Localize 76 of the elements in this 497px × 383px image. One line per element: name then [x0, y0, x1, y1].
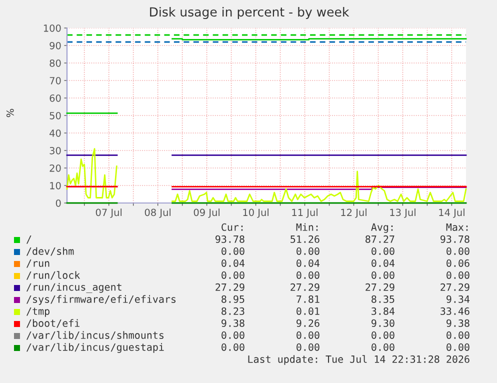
- y-tick-label: 60: [50, 94, 61, 102]
- text: Avg:: [371, 223, 393, 233]
- text: 0.00: [296, 331, 320, 339]
- y-tick-label: 10: [50, 182, 61, 190]
- text: 27.29: [440, 283, 470, 291]
- legend-label: /boot/efi: [26, 319, 80, 328]
- text: Last update: Tue Jul 14 22:31:28 2026: [248, 355, 470, 365]
- y-axis-title: %: [6, 108, 14, 118]
- text: 9.30: [372, 319, 394, 327]
- text: 0.00: [446, 331, 470, 339]
- y-tick-label: 40: [50, 129, 61, 137]
- text: 0.00: [372, 247, 394, 255]
- legend-label: /sys/firmware/efi/efivars: [26, 295, 176, 305]
- text: 0.04: [296, 259, 320, 267]
- text: 0.01: [296, 307, 320, 315]
- text: Min:: [296, 223, 318, 231]
- text: 3.84: [372, 307, 395, 315]
- y-tick-label: 80: [50, 59, 61, 67]
- text: 0.06: [446, 259, 470, 267]
- y-tick-label: 50: [50, 112, 61, 120]
- text: 9.38: [446, 319, 470, 327]
- text: 27.29: [366, 283, 394, 291]
- legend-label: /var/lib/incus/guestapi: [26, 343, 164, 353]
- text: 0.00: [446, 343, 470, 351]
- text: 0.00: [372, 331, 394, 339]
- y-tick-label: 70: [50, 76, 61, 84]
- text: 27.29: [216, 283, 244, 291]
- text: 93.78: [216, 235, 244, 243]
- text: 9.38: [222, 319, 244, 327]
- text: 0.00: [222, 331, 244, 339]
- text: 0.00: [446, 271, 470, 279]
- text: 51.26: [290, 235, 320, 243]
- text: 93.78: [440, 235, 470, 243]
- text: 0.00: [372, 271, 394, 279]
- text: 87.27: [366, 235, 394, 243]
- text: 0.00: [222, 271, 244, 279]
- text: 0.00: [446, 247, 470, 255]
- text: Cur:: [222, 223, 243, 231]
- text: 0.04: [372, 259, 395, 267]
- text: 0.00: [296, 247, 320, 255]
- y-tick-label: 100: [44, 24, 61, 32]
- x-tick-label: 09 Jul: [194, 208, 220, 218]
- text: 9.34: [446, 295, 470, 303]
- x-tick-label: 08 Jul: [144, 208, 171, 218]
- text: 7.81: [296, 295, 320, 303]
- legend-label: /run/lock: [26, 271, 80, 280]
- legend-label: /run/incus_agent: [26, 283, 122, 293]
- x-tick-label: 11 Jul: [292, 208, 318, 218]
- legend-label: /tmp: [26, 307, 50, 317]
- legend-label: /var/lib/incus/shmounts: [26, 331, 164, 340]
- legend-label: /run: [26, 259, 50, 268]
- text: 9.26: [296, 319, 320, 327]
- text: 27.29: [290, 283, 320, 291]
- x-tick-label: 14 Jul: [439, 208, 464, 218]
- x-tick-label: 12 Jul: [341, 208, 366, 218]
- y-tick-label: 0: [56, 199, 61, 207]
- text: 8.95: [222, 295, 244, 303]
- text: 0.00: [372, 343, 394, 351]
- x-tick-label: 13 Jul: [390, 208, 416, 218]
- text: 33.46: [440, 307, 470, 315]
- legend-label: /dev/shm: [26, 247, 74, 256]
- text: 8.35: [372, 295, 394, 303]
- text: Max:: [446, 223, 468, 231]
- y-tick-label: 30: [50, 146, 61, 154]
- y-tick-label: 20: [50, 164, 61, 172]
- text: 0.04: [222, 259, 245, 267]
- text: 0.00: [222, 343, 244, 351]
- text: 8.23: [222, 307, 244, 315]
- legend-label: /: [26, 235, 32, 244]
- text: 0.00: [222, 247, 244, 255]
- text: 0.00: [296, 343, 320, 351]
- text: 0.00: [296, 271, 320, 279]
- x-tick-label: 07 Jul: [96, 208, 122, 218]
- x-tick-label: 10 Jul: [243, 208, 268, 218]
- chart-title: Disk usage in percent - by week: [150, 6, 350, 20]
- y-tick-label: 90: [50, 42, 61, 50]
